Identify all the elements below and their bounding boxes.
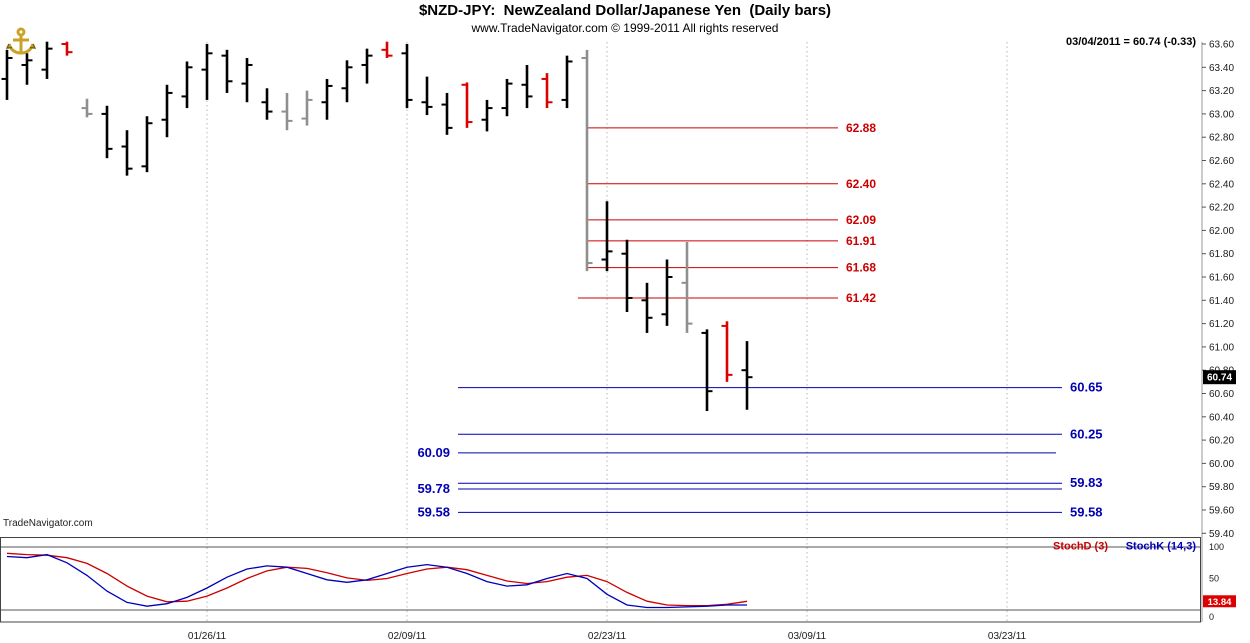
price-axis-label: 61.40 bbox=[1209, 296, 1234, 307]
price-axis-label: 61.80 bbox=[1209, 249, 1234, 260]
stoch-panel-border bbox=[0, 537, 1201, 623]
level-label: 59.78 bbox=[417, 481, 450, 496]
stochd-legend-label: StochD (3) bbox=[1053, 541, 1108, 553]
level-label: 61.68 bbox=[846, 261, 876, 275]
copyright-subtitle: www.TradeNavigator.com © 1999-2011 All r… bbox=[471, 21, 779, 35]
price-axis-label: 63.40 bbox=[1209, 63, 1234, 74]
anchor-icon bbox=[5, 27, 37, 55]
price-axis-label: 60.40 bbox=[1209, 412, 1234, 423]
level-label: 62.40 bbox=[846, 177, 876, 191]
level-label: 59.58 bbox=[1070, 504, 1103, 519]
price-axis-label: 61.20 bbox=[1209, 319, 1234, 330]
anchor-flukes bbox=[5, 43, 37, 49]
page-title: $NZD-JPY: NewZealand Dollar/Japanese Yen… bbox=[418, 2, 832, 19]
price-axis-label: 61.60 bbox=[1209, 273, 1234, 284]
price-axis-label: 63.60 bbox=[1209, 40, 1234, 51]
price-axis-label: 61.00 bbox=[1209, 342, 1234, 353]
level-label: 59.58 bbox=[417, 504, 450, 519]
price-axis-label: 59.80 bbox=[1209, 482, 1234, 493]
level-label: 62.09 bbox=[846, 213, 876, 227]
stoch-value-badge-label: 13.84 bbox=[1208, 597, 1232, 608]
date-label: 02/23/11 bbox=[588, 631, 627, 642]
price-axis-label: 59.40 bbox=[1209, 529, 1234, 540]
level-label: 61.42 bbox=[846, 291, 876, 305]
trade-navigator-logo bbox=[5, 27, 37, 57]
level-label: 62.88 bbox=[846, 121, 876, 135]
date-label: 01/26/11 bbox=[188, 631, 227, 642]
date-label: 03/09/11 bbox=[788, 631, 827, 642]
last-quote-readout: 03/04/2011 = 60.74 (-0.33) bbox=[1066, 36, 1196, 48]
watermark: TradeNavigator.com bbox=[3, 518, 93, 529]
price-axis-label: 60.00 bbox=[1209, 459, 1234, 470]
level-label: 60.09 bbox=[417, 445, 450, 460]
price-axis-label: 60.20 bbox=[1209, 436, 1234, 447]
price-axis-label: 63.00 bbox=[1209, 109, 1234, 120]
level-label: 60.65 bbox=[1070, 380, 1103, 395]
stochd-line bbox=[6, 552, 748, 607]
level-label: 61.91 bbox=[846, 234, 876, 248]
price-axis-label: 60.60 bbox=[1209, 389, 1234, 400]
last-price-badge bbox=[1203, 370, 1236, 385]
price-axis-label: 62.60 bbox=[1209, 156, 1234, 167]
stoch-scale-label: 0 bbox=[1209, 612, 1214, 622]
price-axis-label: 59.60 bbox=[1209, 506, 1234, 517]
stoch-scale-label: 50 bbox=[1209, 574, 1219, 584]
price-axis-label: 62.40 bbox=[1209, 179, 1234, 190]
price-axis-label: 62.20 bbox=[1209, 203, 1234, 214]
date-label: 03/23/11 bbox=[988, 631, 1027, 642]
last-price-badge-label: 60.74 bbox=[1207, 373, 1232, 384]
level-label: 60.25 bbox=[1070, 426, 1103, 441]
price-axis-label: 62.80 bbox=[1209, 133, 1234, 144]
stoch-value-badge bbox=[1203, 595, 1236, 608]
stochk-line bbox=[6, 553, 747, 609]
price-axis-label: 63.20 bbox=[1209, 86, 1234, 97]
date-label: 02/09/11 bbox=[388, 631, 427, 642]
level-label: 59.83 bbox=[1070, 475, 1103, 490]
stoch-scale-label: 100 bbox=[1209, 542, 1224, 552]
price-axis-label: 62.00 bbox=[1209, 226, 1234, 237]
anchor-shape bbox=[7, 27, 35, 55]
stochk-legend-label: StochK (14,3) bbox=[1126, 541, 1197, 553]
